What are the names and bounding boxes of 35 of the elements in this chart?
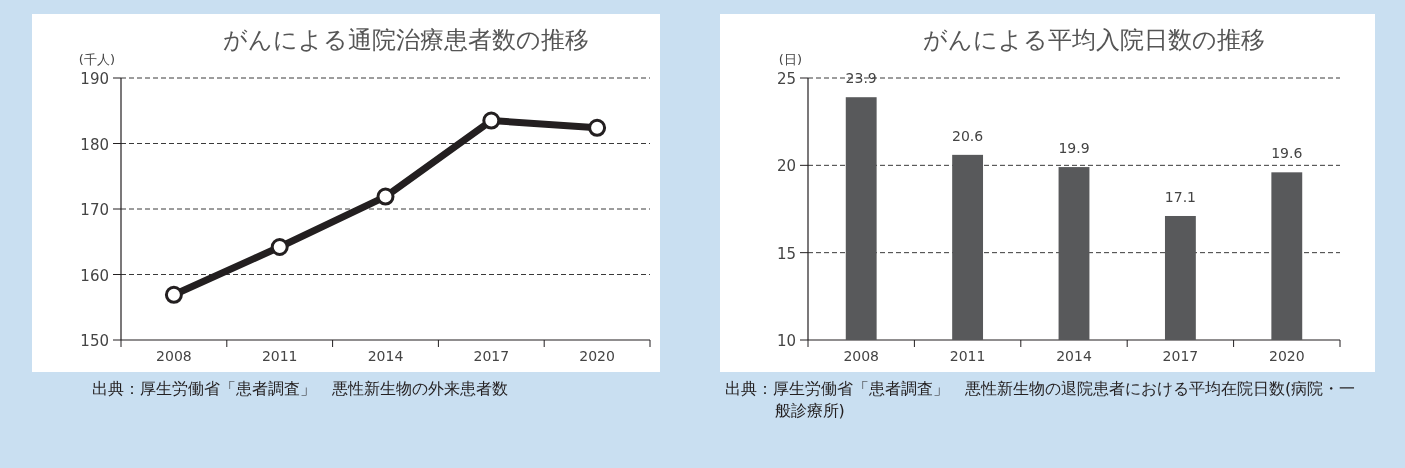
data-label: 19.6 bbox=[1271, 145, 1303, 162]
source-note: 出典：厚生労働省「患者調査」 悪性新生物の外来患者数 bbox=[92, 378, 509, 400]
chart-title: がんによる平均入院日数の推移 bbox=[923, 26, 1265, 54]
y-axis-title: (千人) bbox=[78, 52, 115, 67]
y-tick-label: 15 bbox=[776, 244, 796, 263]
x-tick-label: 2020 bbox=[1268, 348, 1305, 364]
x-tick-label: 2014 bbox=[1056, 348, 1092, 364]
point bbox=[376, 187, 395, 206]
y-tick-label: 170 bbox=[80, 201, 109, 219]
y-tick-label: 160 bbox=[80, 266, 109, 285]
point bbox=[270, 237, 289, 256]
y-tick-label: 25 bbox=[776, 70, 796, 88]
x-tick-label: 2017 bbox=[1162, 348, 1199, 364]
y-tick-label: 190 bbox=[80, 70, 109, 88]
data-label: 23.9 bbox=[845, 70, 877, 87]
x-tick-label: 2017 bbox=[473, 348, 510, 364]
x-tick-label: 2008 bbox=[843, 348, 880, 364]
x-tick-label: 2011 bbox=[261, 348, 298, 364]
data-label: 19.9 bbox=[1058, 140, 1090, 157]
y-tick-label: 20 bbox=[776, 157, 796, 176]
x-tick-label: 2011 bbox=[949, 348, 986, 364]
data-label: 17.1 bbox=[1164, 188, 1196, 205]
x-tick-label: 2020 bbox=[579, 348, 615, 364]
x-tick-label: 2008 bbox=[156, 348, 192, 364]
data-label: 20.6 bbox=[952, 127, 984, 144]
point bbox=[164, 285, 183, 304]
source-note: 出典：厚生労働省「患者調査」 悪性新生物の退院患者における平均在院日数(病院・一般診療所) bbox=[725, 378, 1357, 422]
y-tick-label: 10 bbox=[776, 332, 796, 350]
x-tick-label: 2014 bbox=[367, 348, 404, 364]
point bbox=[588, 118, 607, 137]
y-tick-label: 180 bbox=[80, 135, 109, 154]
y-axis-title: (日) bbox=[778, 52, 802, 67]
point bbox=[482, 111, 501, 130]
chart-title: がんによる通院治療患者数の推移 bbox=[222, 26, 589, 54]
y-tick-label: 150 bbox=[80, 332, 109, 350]
